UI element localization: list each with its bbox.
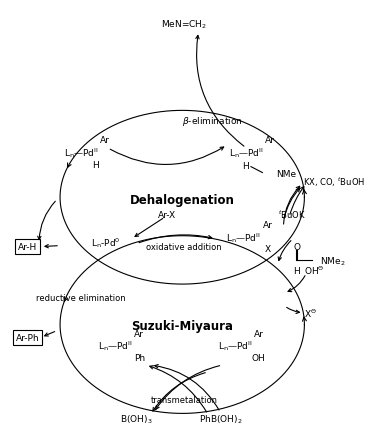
Text: oxidative addition: oxidative addition <box>146 243 222 252</box>
Text: Dehalogenation: Dehalogenation <box>130 193 235 206</box>
Text: B(OH)$_3$: B(OH)$_3$ <box>120 412 153 424</box>
Text: $\mathrm{L_n}$—$\mathrm{Pd^{II}}$: $\mathrm{L_n}$—$\mathrm{Pd^{II}}$ <box>226 230 261 244</box>
Text: $\beta$-elimination: $\beta$-elimination <box>182 114 243 127</box>
Text: Ph: Ph <box>134 353 145 362</box>
Text: Suzuki-Miyaura: Suzuki-Miyaura <box>131 319 233 332</box>
Text: Ar: Ar <box>265 136 275 145</box>
Text: $^t$BuOK: $^t$BuOK <box>278 208 306 221</box>
Text: $\mathrm{L_n}$—$\mathrm{Pd^{II}}$: $\mathrm{L_n}$—$\mathrm{Pd^{II}}$ <box>64 145 98 160</box>
Text: H: H <box>293 266 300 275</box>
Text: NMe$_2$: NMe$_2$ <box>320 255 345 267</box>
Text: PhB(OH)$_2$: PhB(OH)$_2$ <box>199 412 242 424</box>
Text: O: O <box>293 243 300 252</box>
Text: X: X <box>265 245 271 253</box>
Text: Ar-H: Ar-H <box>18 243 37 252</box>
Text: $\mathrm{L_n}$—$\mathrm{Pd^{II}}$: $\mathrm{L_n}$—$\mathrm{Pd^{II}}$ <box>229 145 263 160</box>
Text: $\mathrm{L_n}$-$\mathrm{Pd^0}$: $\mathrm{L_n}$-$\mathrm{Pd^0}$ <box>91 235 120 249</box>
Text: $\mathrm{L_n}$—$\mathrm{Pd^{II}}$: $\mathrm{L_n}$—$\mathrm{Pd^{II}}$ <box>98 338 133 353</box>
Text: Ar: Ar <box>135 329 144 338</box>
Text: MeN=CH$_2$: MeN=CH$_2$ <box>161 18 207 31</box>
Text: Ar: Ar <box>100 136 110 145</box>
Text: $\mathrm{L_n}$—$\mathrm{Pd^{II}}$: $\mathrm{L_n}$—$\mathrm{Pd^{II}}$ <box>218 338 253 353</box>
Text: reductive elimination: reductive elimination <box>36 294 126 303</box>
Text: Ar-X: Ar-X <box>158 210 176 219</box>
Text: Ar: Ar <box>254 329 263 338</box>
Text: H: H <box>92 161 99 170</box>
Text: Ar-Ph: Ar-Ph <box>16 333 40 342</box>
Text: OH: OH <box>252 353 266 362</box>
Text: KX, CO, $^t$BuOH: KX, CO, $^t$BuOH <box>304 175 366 189</box>
Text: NMe: NMe <box>276 170 296 178</box>
Text: OH$^\Theta$: OH$^\Theta$ <box>304 264 325 277</box>
Text: X$^\Theta$: X$^\Theta$ <box>304 307 317 319</box>
Text: Ar: Ar <box>263 221 273 230</box>
Text: transmetalation: transmetalation <box>150 395 218 404</box>
Text: H: H <box>242 162 249 171</box>
